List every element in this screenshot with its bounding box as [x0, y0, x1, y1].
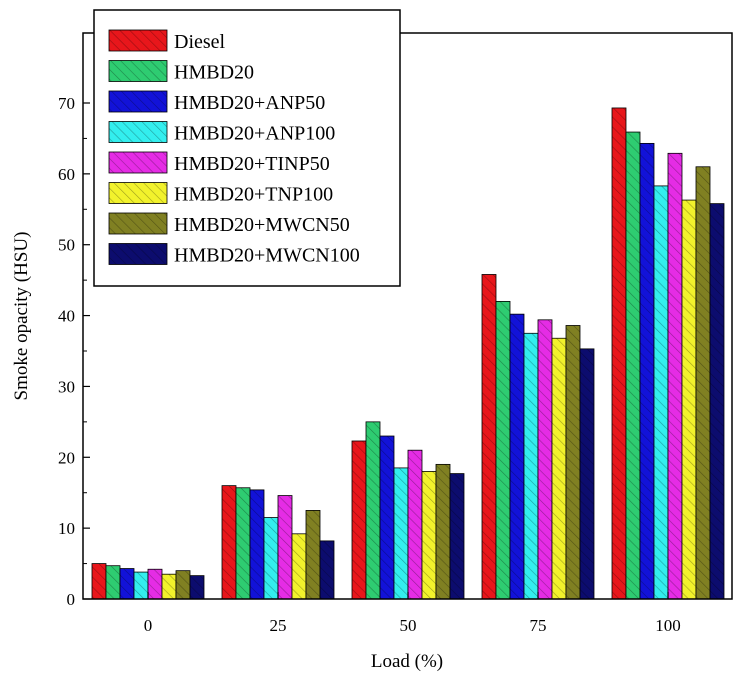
- bar-hmbd20-load-0: [105, 565, 121, 600]
- bar-hmbd20-mwcn50-load-0: [175, 570, 191, 600]
- bar-hmbd20-mwcn100-load-0: [189, 575, 205, 600]
- bar-hmbd20-load-25: [235, 487, 251, 600]
- bar-hmbd20-anp100-load-50: [393, 467, 409, 600]
- bar-hmbd20-tnp100-load-0: [161, 573, 177, 600]
- legend-swatch: [108, 121, 168, 143]
- legend-swatch: [108, 151, 168, 174]
- bar-hmbd20-tinp50-load-75: [537, 319, 553, 600]
- x-tick-label: 0: [144, 616, 153, 635]
- bar-diesel-load-0: [91, 563, 107, 600]
- bar-hmbd20-mwcn50-load-25: [305, 510, 321, 600]
- legend-label: Diesel: [174, 31, 226, 53]
- bar-hmbd20-load-75: [495, 300, 511, 600]
- legend-label: HMBD20: [174, 62, 254, 84]
- legend: Diesel HMBD20 HMBD20+ANP50 HMBD20+ANP100 HMB…: [93, 9, 401, 287]
- bar-hmbd20-anp50-load-25: [249, 489, 265, 600]
- bar-hmbd20-mwcn100-load-25: [319, 540, 335, 600]
- legend-box: [93, 9, 401, 287]
- bar-diesel-load-25: [221, 485, 237, 600]
- bar-hmbd20-mwcn50-load-75: [565, 325, 581, 600]
- legend-swatch: [108, 212, 168, 235]
- y-tick-label: 20: [58, 448, 75, 467]
- bar-hmbd20-tinp50-load-0: [147, 568, 163, 600]
- legend-label: HMBD20+MWCN50: [174, 214, 350, 236]
- bar-hmbd20-anp50-load-75: [509, 313, 525, 600]
- bar-hmbd20-load-50: [365, 421, 381, 600]
- legend-swatch: [108, 182, 168, 204]
- x-tick-label: 50: [400, 616, 417, 635]
- y-ticks: 0 10 20 30 40 50 60 70: [58, 94, 90, 609]
- legend-swatch: [108, 90, 168, 113]
- y-tick-label: 0: [67, 590, 76, 609]
- legend-swatch: [108, 60, 168, 82]
- legend-label: HMBD20+TINP50: [174, 153, 330, 175]
- bar-hmbd20-anp100-load-0: [133, 571, 149, 600]
- bar-hmbd20-mwcn100-load-50: [449, 473, 465, 600]
- bar-hmbd20-tinp50-load-50: [407, 449, 423, 600]
- bar-hmbd20-mwcn50-load-50: [435, 463, 451, 600]
- legend-label: HMBD20+TNP100: [174, 184, 333, 206]
- bar-diesel-load-50: [351, 440, 367, 600]
- y-tick-label: 10: [58, 519, 75, 538]
- y-tick-label: 70: [58, 94, 75, 113]
- bar-hmbd20-mwcn100-load-75: [579, 348, 595, 600]
- bar-hmbd20-tinp50-load-25: [277, 495, 293, 600]
- legend-label: HMBD20+ANP100: [174, 123, 335, 145]
- bar-hmbd20-tinp50-load-100: [667, 152, 683, 600]
- bar-hmbd20-tnp100-load-75: [551, 337, 567, 600]
- bar-hmbd20-anp100-load-100: [653, 185, 669, 600]
- legend-label: HMBD20+ANP50: [174, 92, 325, 114]
- bar-hmbd20-anp50-load-0: [119, 568, 135, 600]
- bar-hmbd20-tnp100-load-100: [681, 199, 697, 600]
- bar-diesel-load-100: [611, 107, 627, 600]
- x-tick-label: 100: [655, 616, 681, 635]
- y-tick-label: 30: [58, 377, 75, 396]
- bar-hmbd20-anp100-load-75: [523, 332, 539, 600]
- y-tick-label: 60: [58, 165, 75, 184]
- legend-label: HMBD20+MWCN100: [174, 245, 360, 267]
- y-tick-label: 40: [58, 307, 75, 326]
- y-axis-title: Smoke opacity (HSU): [11, 232, 32, 401]
- bar-hmbd20-tnp100-load-50: [421, 471, 437, 600]
- bars-layer: [91, 107, 725, 600]
- bar-hmbd20-anp100-load-25: [263, 517, 279, 600]
- bar-hmbd20-tnp100-load-25: [291, 533, 307, 600]
- legend-swatch: [108, 29, 168, 52]
- bar-hmbd20-load-100: [625, 131, 641, 600]
- bar-diesel-load-75: [481, 274, 497, 600]
- bar-hmbd20-mwcn50-load-100: [695, 166, 711, 600]
- bar-hmbd20-anp50-load-50: [379, 435, 395, 600]
- x-tick-label: 75: [530, 616, 547, 635]
- legend-swatch: [108, 243, 168, 265]
- x-tick-label: 25: [270, 616, 287, 635]
- bar-hmbd20-anp50-load-100: [639, 142, 655, 600]
- x-axis-title: Load (%): [371, 651, 443, 672]
- y-tick-label: 50: [58, 236, 75, 255]
- bar-hmbd20-mwcn100-load-100: [709, 203, 725, 600]
- x-ticks: 0 25 50 75 100: [144, 592, 681, 635]
